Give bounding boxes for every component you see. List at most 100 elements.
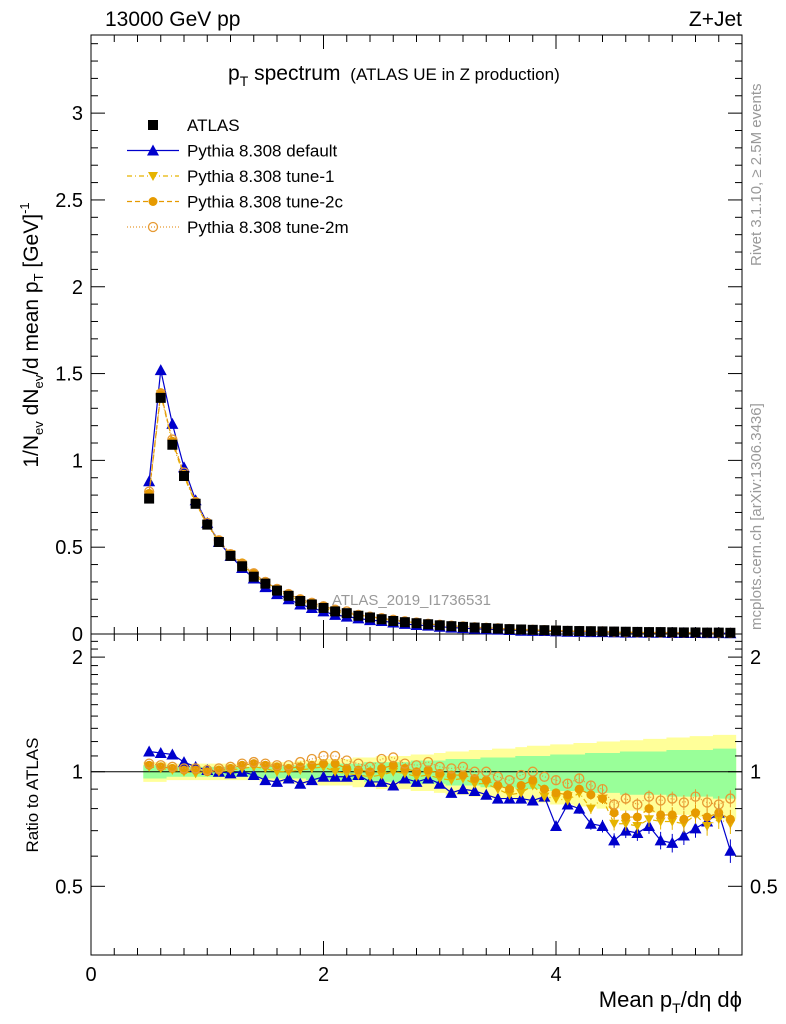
ratio-point-tune2c: [516, 780, 526, 790]
main-point-atlas: [702, 627, 713, 638]
ratio-point-default: [282, 772, 295, 784]
main-y-tick-label: 0.5: [55, 537, 83, 559]
ratio-point-tune2m: [457, 761, 469, 772]
ratio-point-tune2m: [643, 791, 655, 802]
ratio-point-tune2c: [679, 814, 689, 824]
ratio-point-default: [573, 802, 586, 814]
ratio-point-tune1: [551, 794, 561, 804]
ratio-point-tune2c: [493, 780, 503, 790]
ratio-point-tune2m: [632, 799, 643, 810]
ratio-point-tune2c: [598, 794, 607, 804]
legend-label-tune1: Pythia 8.308 tune-1: [187, 167, 334, 186]
ratio-point-tune1: [620, 819, 631, 829]
main-point-atlas: [469, 622, 480, 633]
main-point-atlas: [574, 626, 585, 637]
main-point-atlas: [388, 615, 399, 626]
ratio-point-tune2m: [167, 761, 178, 772]
main-point-atlas: [353, 610, 364, 621]
ratio-point-tune1: [504, 790, 515, 800]
ratio-point-tune2m: [190, 763, 201, 774]
ratio-point-tune2m: [620, 793, 631, 804]
main-point-atlas: [516, 624, 527, 635]
ratio-point-default: [468, 784, 481, 796]
main-point-atlas: [237, 561, 248, 572]
ratio-point-tune2c: [539, 784, 549, 794]
main-point-atlas: [539, 625, 550, 636]
ratio-point-tune1: [632, 822, 643, 832]
legend-marker-tune1: [148, 172, 158, 181]
main-point-atlas: [225, 550, 236, 561]
main-point-atlas: [527, 624, 538, 635]
ratio-point-tune2c: [644, 804, 654, 814]
main-point-atlas: [376, 614, 387, 625]
ratio-line-tune1: [149, 766, 731, 827]
main-y-tick-label: 1: [72, 450, 83, 472]
legend-marker-tune2c: [148, 197, 158, 206]
ratio-point-tune2m: [434, 761, 445, 772]
ratio-point-tune2m: [283, 760, 294, 771]
ratio-point-default: [515, 792, 528, 804]
main-point-atlas: [725, 627, 736, 638]
ratio-y-tick-label-right: 2: [750, 647, 761, 669]
main-point-atlas: [179, 471, 189, 482]
ratio-point-default: [491, 792, 504, 804]
ratio-point-tune1: [644, 815, 654, 825]
x-tick-label: 2: [318, 964, 329, 986]
main-point-atlas: [167, 439, 178, 450]
ratio-point-default: [689, 822, 702, 834]
main-point-atlas: [283, 590, 294, 601]
ratio-point-tune2m: [469, 766, 480, 777]
ratio-point-tune2c: [319, 759, 328, 769]
ratio-point-tune2m: [678, 797, 690, 808]
ratio-line-tune2m: [149, 755, 731, 806]
ratio-y-tick-label-right: 1: [750, 762, 761, 784]
main-point-atlas: [678, 627, 689, 638]
ratio-point-tune2m: [585, 780, 597, 791]
legend-label-default: Pythia 8.308 default: [187, 142, 338, 161]
legend-marker-atlas: [148, 120, 158, 130]
main-point-atlas: [632, 626, 643, 637]
ratio-point-tune2m: [260, 758, 271, 769]
main-point-atlas: [644, 627, 654, 638]
main-point-atlas: [213, 536, 224, 547]
ratio-point-tune2c: [621, 812, 631, 822]
main-series-group: [143, 364, 737, 639]
ratio-point-tune2c: [505, 784, 514, 794]
ratio-point-tune2m: [411, 760, 422, 771]
ratio-point-default: [294, 777, 307, 789]
mcplots-reference-label: mcplots.cern.ch [arXiv:1306.3436]: [748, 403, 765, 630]
ratio-point-tune2c: [656, 810, 666, 820]
main-point-default: [154, 364, 167, 376]
main-point-atlas: [411, 618, 422, 629]
ratio-point-tune2m: [143, 758, 155, 769]
ratio-point-tune1: [516, 788, 527, 798]
ratio-point-tune2m: [713, 799, 724, 810]
ratio-point-tune2m: [446, 763, 457, 774]
ratio-point-tune1: [585, 804, 596, 814]
ratio-point-tune2m: [527, 766, 538, 777]
main-point-atlas: [446, 621, 457, 632]
main-point-default: [166, 417, 179, 429]
ratio-point-tune2c: [458, 770, 468, 780]
ratio-point-tune2m: [248, 756, 259, 768]
main-point-atlas: [492, 623, 503, 634]
ratio-y-tick-label: 0.5: [55, 876, 83, 898]
ratio-point-tune2m: [388, 752, 399, 763]
main-point-atlas: [306, 599, 317, 610]
main-series-atlas: [144, 392, 736, 638]
ratio-series-tune2m: [143, 750, 736, 814]
ratio-point-tune2c: [702, 812, 712, 822]
ratio-point-tune2m: [225, 761, 236, 772]
legend-marker-tune2m: [147, 221, 159, 233]
ratio-point-tune1: [702, 822, 713, 832]
ratio-point-default: [457, 783, 469, 795]
plot-title: pT spectrum (ATLAS UE in Z production): [228, 62, 560, 89]
ratio-point-default: [154, 746, 167, 758]
ratio-point-tune2m: [667, 793, 678, 804]
x-axis-label: Mean pT/dη dϕ: [599, 987, 742, 1016]
ratio-point-default: [550, 820, 562, 832]
main-point-atlas: [597, 626, 608, 637]
ratio-y-tick-label: 2: [72, 647, 83, 669]
legend-entry-tune1: Pythia 8.308 tune-1: [127, 167, 334, 186]
header-process-label: Z+Jet: [688, 8, 742, 31]
